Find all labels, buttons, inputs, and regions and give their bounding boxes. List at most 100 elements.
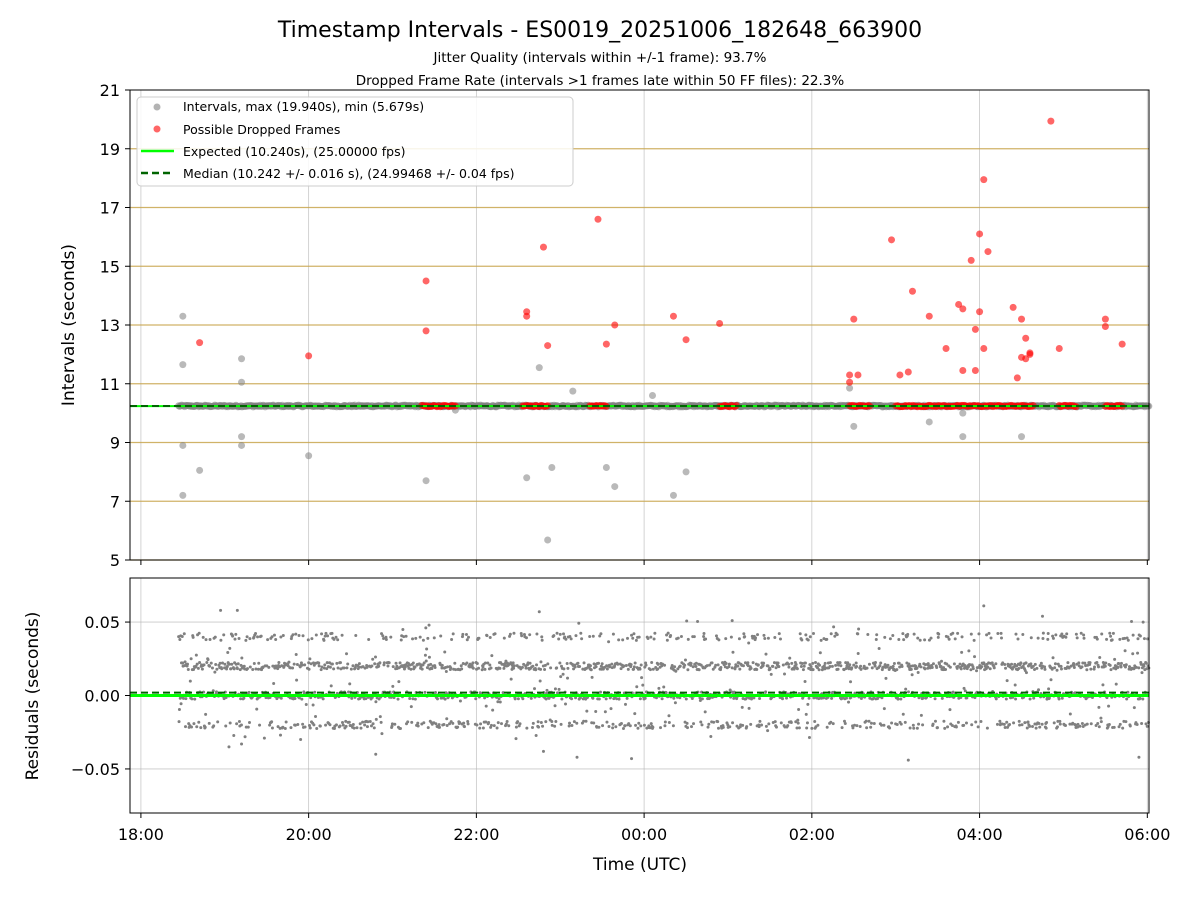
dropped-frame-point: [422, 277, 430, 285]
residual-point: [345, 666, 349, 670]
legend-median-label: Median (10.242 +/- 0.016 s), (24.99468 +…: [183, 166, 514, 181]
residual-point: [377, 664, 381, 668]
residual-point: [803, 661, 807, 665]
residual-point: [1112, 725, 1116, 729]
residual-point: [231, 634, 235, 638]
residual-point: [332, 726, 336, 730]
residual-point: [976, 725, 980, 729]
dropped-frame-point: [539, 243, 547, 251]
residual-point: [531, 725, 535, 729]
residual-point: [627, 722, 631, 726]
residual-point: [338, 724, 342, 728]
residual-point: [1088, 661, 1092, 665]
residual-point: [211, 689, 215, 693]
residual-point: [300, 663, 304, 667]
residual-point: [1004, 666, 1008, 670]
residual-point: [328, 665, 332, 669]
residual-point: [437, 723, 441, 727]
residual-point: [552, 634, 556, 638]
interval-point: [544, 536, 552, 544]
residual-point: [338, 661, 342, 665]
residual-point: [597, 661, 601, 665]
residual-point: [373, 655, 377, 659]
residual-point: [354, 633, 358, 637]
residual-point: [906, 632, 910, 636]
residual-point: [541, 724, 545, 728]
residual-point: [560, 697, 564, 701]
residual-point: [611, 632, 615, 636]
residual-point: [1077, 661, 1081, 665]
residual-point: [777, 632, 781, 636]
residual-point: [599, 632, 603, 636]
residual-point: [840, 726, 844, 730]
interval-point: [238, 355, 246, 363]
residual-point: [764, 652, 768, 656]
residual-point: [617, 697, 621, 701]
residual-point: [1013, 683, 1017, 687]
residual-point: [239, 723, 243, 727]
dropped-frame-point: [594, 215, 602, 223]
residual-point: [667, 720, 671, 724]
residual-point: [797, 708, 801, 712]
intervals-panel: 5 7 9 11 13 15 17 19 21 Intervals (seconds) Inte…: [59, 81, 1153, 570]
residual-point: [649, 722, 653, 726]
residual-point: [783, 672, 787, 676]
residual-point: [312, 723, 316, 727]
residual-point: [643, 696, 647, 700]
residual-point: [422, 661, 426, 665]
residual-point: [714, 634, 718, 638]
residual-point: [1136, 637, 1140, 641]
residual-point: [238, 668, 242, 672]
residual-point: [605, 667, 609, 671]
residuals-panel: −0.05 0.00 0.05 18:00 20:00 22:00 00:00 02:00 04…: [23, 577, 1170, 875]
residual-point: [566, 676, 570, 680]
residual-point: [1012, 665, 1016, 669]
residual-point: [648, 668, 652, 672]
residual-point: [539, 720, 543, 724]
residual-point: [537, 610, 541, 614]
residual-point: [994, 697, 998, 701]
residual-point: [232, 733, 236, 737]
residual-point: [656, 662, 660, 666]
residual-point: [787, 665, 791, 669]
residual-point: [460, 667, 464, 671]
residual-point: [492, 724, 496, 728]
residual-point: [796, 721, 800, 725]
residual-point: [534, 668, 538, 672]
residual-point: [507, 724, 511, 728]
residual-point: [810, 726, 814, 730]
legend-intervals-marker: [153, 103, 161, 111]
residual-point: [365, 725, 369, 729]
residual-point: [424, 626, 428, 630]
residual-point: [252, 661, 256, 665]
residual-point: [569, 637, 573, 641]
residual-point: [912, 632, 916, 636]
residual-point: [364, 697, 368, 701]
residual-point: [864, 719, 868, 723]
interval-outliers: [179, 312, 1026, 544]
residual-point: [996, 632, 1000, 636]
residual-point: [623, 724, 627, 728]
residual-point: [504, 659, 508, 663]
residual-point: [443, 697, 447, 701]
residual-point: [351, 664, 355, 668]
residual-point: [802, 664, 806, 668]
residual-point: [756, 663, 760, 667]
residual-point: [524, 636, 528, 640]
residual-point: [564, 702, 568, 706]
residual-point: [915, 726, 919, 730]
residual-point: [707, 722, 711, 726]
residual-point: [607, 640, 611, 644]
residual-point: [448, 722, 452, 726]
residual-point: [221, 661, 225, 665]
dropped-frame-point: [1118, 340, 1126, 348]
residual-point: [751, 661, 755, 665]
residual-point: [1003, 663, 1007, 667]
residual-point: [224, 724, 228, 728]
residual-point: [691, 665, 695, 669]
residual-point: [702, 635, 706, 639]
interval-point: [925, 418, 933, 426]
residual-point: [724, 637, 728, 641]
residual-point: [1080, 665, 1084, 669]
residual-point: [1014, 697, 1018, 701]
